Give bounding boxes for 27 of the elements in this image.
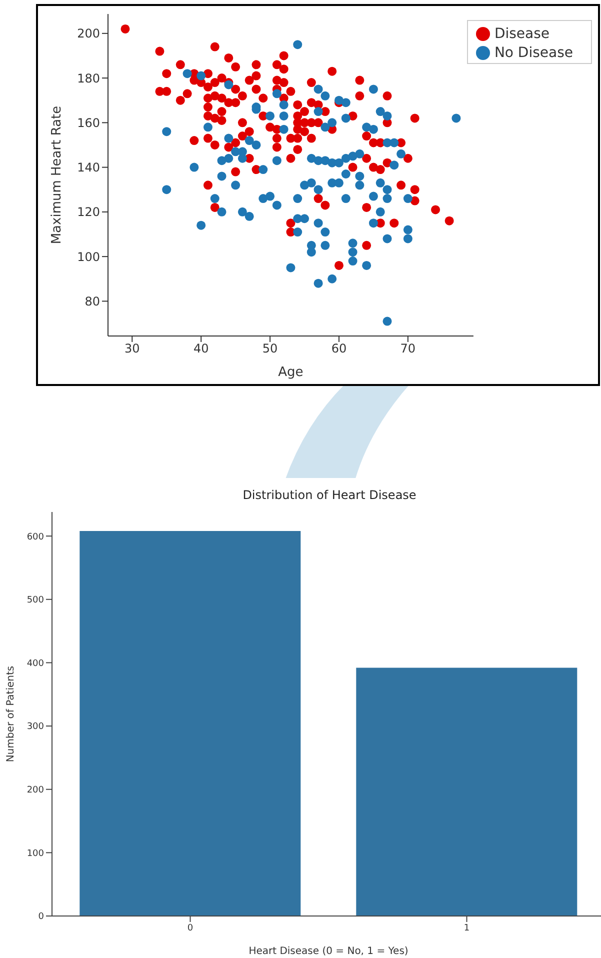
y-tick-label: 100	[26, 848, 44, 859]
y-tick-label: 0	[38, 912, 44, 922]
x-tick-label: 70	[400, 342, 416, 356]
y-tick-label: 600	[26, 532, 44, 542]
y-tick-label: 120	[77, 205, 100, 220]
y-axis-title: Maximum Heart Rate	[50, 106, 65, 244]
y-tick-label: 80	[84, 294, 100, 308]
x-axis-title: Age	[278, 365, 304, 380]
x-tick-label: 40	[193, 342, 209, 356]
x-axis-title: Heart Disease (0 = No, 1 = Yes)	[248, 946, 408, 957]
x-tick-label: 30	[124, 342, 140, 356]
y-axis-title: Number of Patients	[6, 666, 17, 762]
y-tick-label: 160	[77, 116, 100, 130]
y-tick-label: 300	[26, 722, 44, 732]
chart-title: Distribution of Heart Disease	[242, 488, 418, 502]
x-tick-label: 1	[464, 923, 470, 934]
y-tick-label: 180	[77, 71, 100, 86]
y-tick-label: 200	[26, 786, 44, 796]
x-tick-label: 50	[262, 342, 278, 356]
legend-label: No Disease	[494, 45, 573, 61]
y-tick-label: 100	[77, 250, 100, 264]
y-tick-label: 400	[26, 658, 44, 669]
legend-label: Disease	[494, 26, 550, 42]
y-tick-label: 200	[77, 26, 100, 41]
y-tick-label: 500	[26, 596, 44, 606]
x-tick-label: 60	[331, 342, 347, 356]
y-tick-label: 140	[77, 160, 100, 175]
